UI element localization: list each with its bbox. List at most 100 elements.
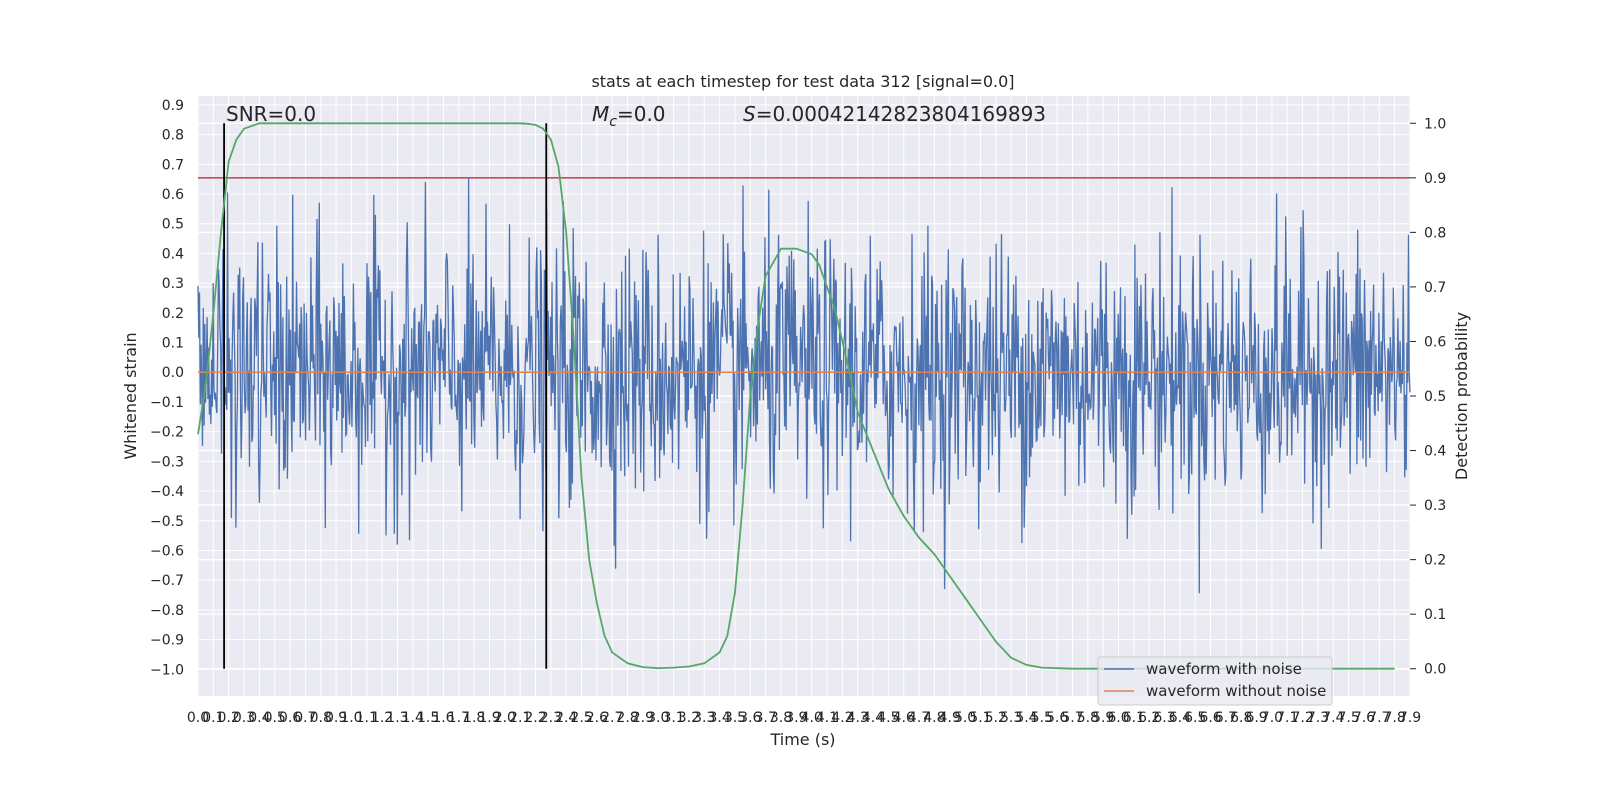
y-tick-label: −0.4	[150, 484, 184, 500]
x-tick-label: 2.5	[570, 710, 592, 726]
x-tick-label: 0.7	[294, 710, 316, 726]
legend: waveform with noise waveform without noi…	[1097, 656, 1333, 706]
y2-tick-label: 0.3	[1424, 498, 1446, 514]
x-tick-label: 6.3	[1153, 710, 1175, 726]
y2-tick-label: 0.9	[1424, 171, 1446, 187]
x-tick-label: 2.7	[601, 710, 623, 726]
y-tick-label: 0.4	[162, 246, 184, 262]
x-tick-label: 4.6	[893, 710, 915, 726]
x-tick-label: 4.4	[862, 710, 884, 726]
noise-trace	[197, 178, 1411, 594]
series-detection-probability	[197, 122, 1395, 670]
x-axis-label: Time (s)	[769, 730, 835, 749]
x-tick-label: 0.0	[187, 710, 209, 726]
x-tick-label: 1.4	[402, 710, 424, 726]
x-tick-label: 3.3	[693, 710, 715, 726]
x-tick-label: 5.9	[1092, 710, 1114, 726]
x-tick-label: 0.1	[202, 710, 224, 726]
x-tick-label: 1.7	[448, 710, 470, 726]
x-tick-label: 4.3	[847, 710, 869, 726]
s-annotation: S=0.00042142823804169893	[743, 102, 1046, 126]
x-tick-label: 6.2	[1138, 710, 1160, 726]
x-tick-label: 7.8	[1384, 710, 1406, 726]
y2-tick-label: 0.5	[1424, 389, 1446, 405]
x-tick-label: 2.9	[632, 710, 654, 726]
x-tick-label: 6.4	[1169, 710, 1191, 726]
y-tick-label: −0.5	[150, 514, 184, 530]
x-tick-label: 1.0	[340, 710, 362, 726]
x-tick-label: 0.5	[264, 710, 286, 726]
x-tick-label: 1.2	[371, 710, 393, 726]
x-tick-label: 2.1	[509, 710, 531, 726]
x-tick-label: 2.4	[555, 710, 577, 726]
x-tick-label: 0.2	[218, 710, 240, 726]
x-tick-label: 7.9	[1399, 710, 1421, 726]
y-tick-label: 0.8	[162, 128, 184, 144]
x-tick-label: 3.0	[647, 710, 669, 726]
y-tick-label: −0.9	[150, 633, 184, 649]
x-tick-label: 4.9	[939, 710, 961, 726]
y2-tick-label: 0.8	[1424, 225, 1446, 241]
y-tick-label: −0.1	[150, 395, 184, 411]
x-tick-label: 2.6	[586, 710, 608, 726]
y-tick-label: −0.2	[150, 425, 184, 441]
x-tick-label: 5.8	[1077, 710, 1099, 726]
x-tick-label: 4.1	[816, 710, 838, 726]
y-tick-label: 0.9	[162, 98, 184, 114]
snr-annotation: SNR=0.0	[226, 102, 316, 126]
x-tick-label: 2.8	[616, 710, 638, 726]
x-tick-label: 5.7	[1061, 710, 1083, 726]
x-tick-label: 7.7	[1368, 710, 1390, 726]
x-tick-label: 6.7	[1215, 710, 1237, 726]
y2-tick-label: 0.4	[1424, 444, 1446, 460]
legend-box	[1097, 656, 1333, 706]
x-tick-label: 1.9	[478, 710, 500, 726]
x-tick-label: 7.5	[1338, 710, 1360, 726]
x-tick-label: 3.8	[770, 710, 792, 726]
y-tick-label: 0.2	[162, 306, 184, 322]
x-tick-label: 7.4	[1322, 710, 1344, 726]
x-tick-label: 4.8	[923, 710, 945, 726]
y2-tick-label: 0.6	[1424, 334, 1446, 350]
y-tick-label: 0.1	[162, 336, 184, 352]
x-tick-label: 7.0	[1261, 710, 1283, 726]
x-tick-label: 1.6	[432, 710, 454, 726]
x-tick-label: 7.3	[1307, 710, 1329, 726]
x-tick-label: 4.0	[801, 710, 823, 726]
x-tick-label: 3.7	[755, 710, 777, 726]
series-waveform-with-noise	[197, 178, 1411, 594]
x-tick-label: 3.9	[785, 710, 807, 726]
x-tick-label: 4.2	[831, 710, 853, 726]
chart-title: stats at each timestep for test data 312…	[591, 72, 1014, 91]
mc-annotation: Mc=0.0	[592, 102, 666, 130]
y-axis-ticks: −1.0 −0.9 −0.8 −0.7 −0.6 −0.5 −0.4 −0.3 −0.2 −0.1…	[150, 98, 184, 678]
x-tick-label: 1.5	[417, 710, 439, 726]
y2-tick-label: 0.2	[1424, 553, 1446, 569]
x-tick-label: 4.5	[877, 710, 899, 726]
x-tick-label: 3.4	[708, 710, 730, 726]
x-tick-label: 2.0	[494, 710, 516, 726]
y-tick-label: −0.6	[150, 543, 184, 559]
x-tick-label: 0.9	[325, 710, 347, 726]
x-tick-label: 7.2	[1291, 710, 1313, 726]
x-tick-label: 0.3	[233, 710, 255, 726]
x-tick-label: 0.4	[248, 710, 270, 726]
x-tick-label: 5.5	[1031, 710, 1053, 726]
x-tick-label: 5.6	[1046, 710, 1068, 726]
y-tick-label: −0.8	[150, 603, 184, 619]
y-tick-label: 0.0	[162, 365, 184, 381]
x-tick-label: 6.6	[1199, 710, 1221, 726]
x-tick-label: 6.0	[1107, 710, 1129, 726]
x-tick-label: 3.1	[662, 710, 684, 726]
x-tick-label: 7.6	[1353, 710, 1375, 726]
x-tick-label: 3.6	[739, 710, 761, 726]
y-tick-label: 0.7	[162, 157, 184, 173]
y2-axis-label: Detection probability	[1452, 312, 1471, 480]
y2-tick-label: 1.0	[1424, 116, 1446, 132]
x-tick-label: 6.1	[1123, 710, 1145, 726]
x-tick-label: 6.9	[1245, 710, 1267, 726]
x-tick-label: 0.8	[310, 710, 332, 726]
x-tick-label: 2.3	[540, 710, 562, 726]
legend-label-clean: waveform without noise	[1146, 682, 1326, 700]
x-tick-label: 0.6	[279, 710, 301, 726]
